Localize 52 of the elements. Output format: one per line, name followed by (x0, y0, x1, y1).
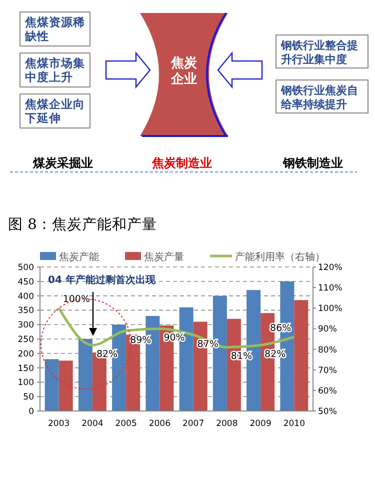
x-tick-label: 2005 (115, 419, 137, 429)
y-tick-label: 200 (18, 349, 34, 360)
x-tick-label: 2003 (48, 419, 70, 429)
line-series (58, 306, 296, 348)
text: 钢铁行业焦炭自给率持续提升 (280, 84, 358, 111)
x-tick-label: 2008 (216, 419, 238, 429)
legend-label: 焦炭产量 (144, 251, 184, 263)
text: 钢铁行业整合提升行业集中度 (280, 39, 358, 66)
text: 焦炭制造业 (151, 156, 212, 170)
x-tick-label: 2009 (250, 419, 272, 429)
data-label: 89% (130, 334, 152, 346)
data-label: 82% (96, 349, 118, 360)
y-tick-label: 150 (18, 364, 34, 374)
data-label: 81% (230, 351, 252, 362)
text: 焦煤企业向下延伸 (24, 97, 85, 125)
text: 焦炭企业 (170, 56, 198, 87)
annotation: 04 年产能过剩首次出现 (48, 274, 156, 286)
y-tick-label: 0 (28, 407, 34, 417)
chart-title: 图 8：焦炭产能和产量 (8, 216, 157, 233)
legend-label: 产能利用率（右轴） (235, 251, 325, 263)
text: 钢铁制造业 (282, 156, 343, 170)
bar (58, 360, 73, 411)
text: 焦煤资源稀缺性 (24, 15, 85, 43)
y2-tick-label: 90% (318, 324, 337, 335)
y-tick-label: 300 (18, 320, 34, 331)
y2-tick-label: 110% (318, 284, 342, 294)
y-tick-label: 100 (18, 378, 34, 388)
bar (44, 359, 59, 411)
y2-tick-label: 80% (318, 345, 337, 356)
x-tick-label: 2010 (283, 419, 305, 429)
text: 煤炭采掘业 (32, 156, 93, 170)
y-tick-label: 500 (18, 263, 34, 273)
y2-tick-label: 60% (318, 386, 337, 396)
y-tick-label: 250 (18, 335, 34, 345)
data-label: 82% (264, 349, 286, 360)
data-label: 100% (62, 294, 90, 306)
x-tick-label: 2006 (148, 419, 171, 429)
y2-tick-label: 120% (318, 263, 342, 273)
y2-tick-label: 70% (318, 366, 337, 376)
y2-tick-label: 50% (318, 407, 337, 417)
bar (78, 339, 92, 411)
x-tick-label: 2007 (182, 419, 204, 429)
y2-tick-label: 100% (318, 304, 342, 314)
bar (294, 300, 308, 411)
data-label: 90% (164, 332, 185, 344)
y-tick-label: 50 (23, 392, 34, 403)
text: 焦煤市场集中度上升 (24, 56, 85, 84)
y-tick-label: 450 (18, 277, 34, 288)
legend-label: 焦炭产能 (59, 251, 99, 263)
x-tick-label: 2004 (82, 419, 104, 429)
y-tick-label: 400 (18, 292, 34, 302)
y-tick-label: 350 (18, 306, 34, 316)
